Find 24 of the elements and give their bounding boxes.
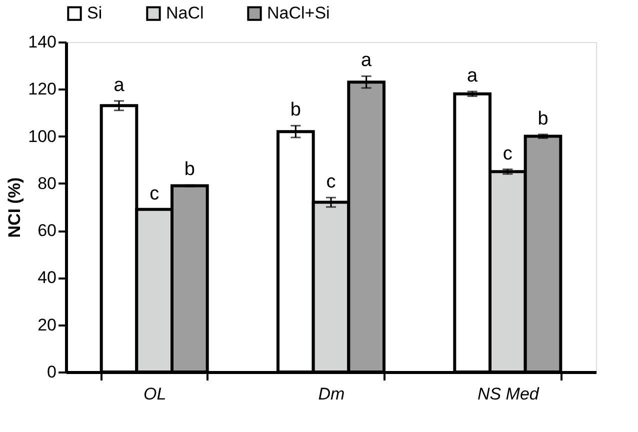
x-tick-label: NS Med bbox=[477, 384, 540, 404]
y-tick-label: 140 bbox=[28, 32, 56, 52]
data-label: b bbox=[290, 100, 301, 121]
y-tick-label: 20 bbox=[38, 315, 56, 334]
y-axis-title: NCI (%) bbox=[5, 177, 24, 238]
y-tick-label: 120 bbox=[28, 80, 56, 99]
data-label: c bbox=[150, 183, 160, 204]
data-label: b bbox=[184, 159, 195, 180]
data-label: a bbox=[361, 50, 372, 72]
y-tick-label: 0 bbox=[47, 362, 56, 382]
x-tick-label: Dm bbox=[318, 384, 345, 404]
legend-label: NaCl bbox=[166, 4, 204, 23]
data-label: c bbox=[502, 143, 512, 164]
y-tick-label: 40 bbox=[38, 268, 56, 288]
x-tick-label: OL bbox=[143, 384, 166, 404]
y-tick-label: 100 bbox=[28, 126, 56, 146]
data-label: b bbox=[538, 108, 548, 130]
data-label: c bbox=[326, 172, 336, 193]
data-label: a bbox=[467, 66, 478, 86]
data-label: a bbox=[114, 74, 125, 96]
y-tick-label: 80 bbox=[38, 174, 56, 193]
y-tick-label: 60 bbox=[38, 221, 56, 240]
legend-label: NaCl+Si bbox=[267, 4, 330, 23]
legend-label: Si bbox=[87, 4, 102, 23]
